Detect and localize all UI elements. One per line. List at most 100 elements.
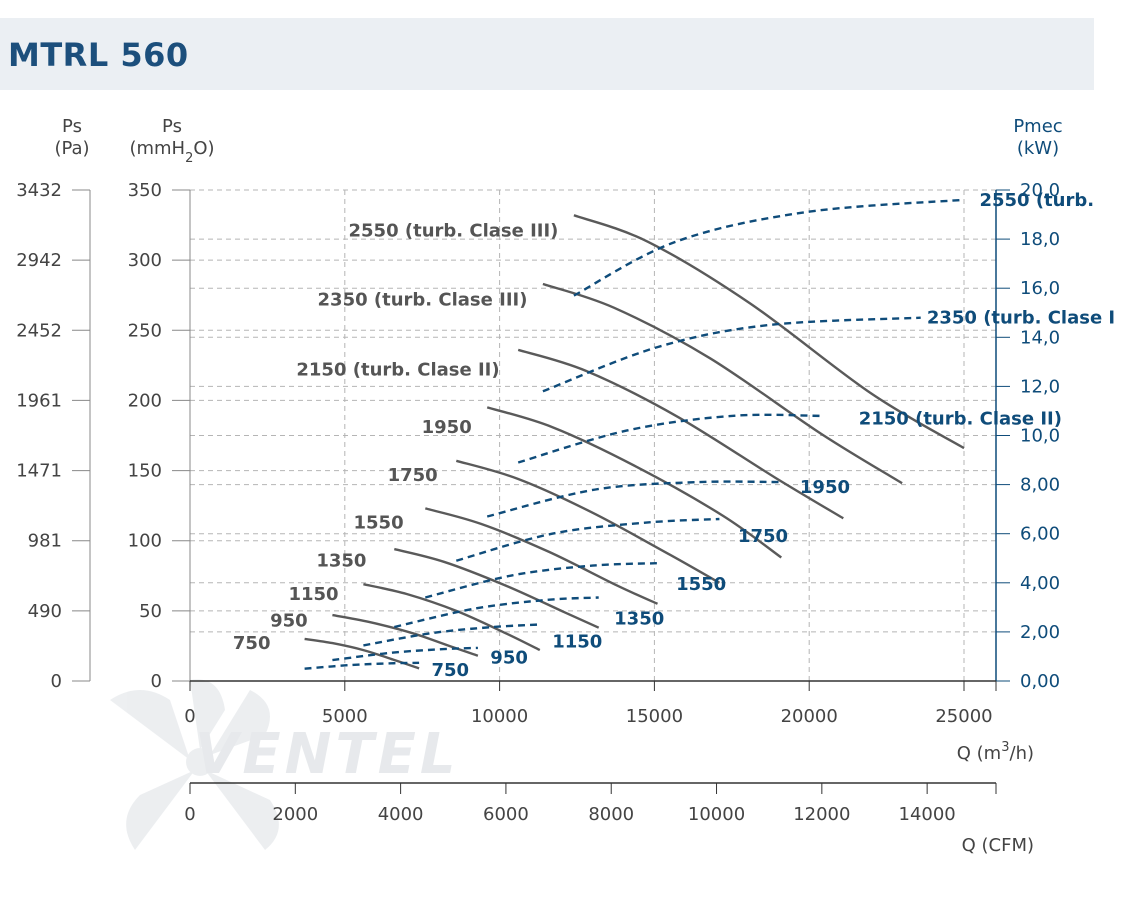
- mmh2o-title-a: (mmH: [129, 138, 185, 159]
- x-m3h-title-a: Q (m: [957, 743, 1001, 764]
- x-m3h-tick-label: 0: [184, 706, 195, 727]
- x-cfm-tick-label: 2000: [272, 804, 318, 825]
- pressure-curve-label: 2550 (turb. Clase III): [349, 221, 559, 242]
- pa-axis-title-line1: Ps: [62, 116, 82, 137]
- x-cfm-tick-label: 0: [184, 804, 195, 825]
- pmec-tick-label: 6,00: [1020, 524, 1060, 545]
- x-cfm-axis-title: Q (CFM): [962, 835, 1034, 856]
- power-curve: [332, 646, 478, 662]
- pa-tick-label: 490: [28, 601, 62, 622]
- pa-tick-label: 0: [51, 671, 62, 692]
- power-curve: [394, 596, 599, 629]
- mmh2o-axis-title-line1: Ps: [162, 116, 182, 137]
- logo-text: VENTEL: [195, 722, 460, 787]
- pa-tick-label: 1961: [16, 390, 62, 411]
- pressure-curve-label: 1350: [316, 550, 366, 571]
- pa-tick-label: 1471: [16, 461, 62, 482]
- power-curve: [425, 562, 658, 599]
- grid: [190, 189, 996, 681]
- x-m3h-tick-label: 5000: [322, 706, 368, 727]
- mmh2o-tick-label: 250: [128, 320, 162, 341]
- x-m3h-title-sup: 3: [1001, 740, 1009, 755]
- power-curve-label: 1150: [552, 632, 602, 653]
- x-m3h-tick-label: 15000: [626, 706, 683, 727]
- mmh2o-title-b: O): [193, 138, 214, 159]
- power-curve: [363, 623, 540, 647]
- mmh2o-tick-label: 350: [128, 180, 162, 201]
- pressure-curve-label: 1750: [388, 465, 438, 486]
- power-curve-label: 1350: [614, 608, 664, 629]
- power-curve: [486, 480, 782, 518]
- pmec-axis-title-line1: Pmec: [1013, 116, 1062, 137]
- pmec-tick-label: 8,00: [1020, 475, 1060, 496]
- pressure-curve: [573, 214, 965, 450]
- tick-labels: 0 490 981 1471 1961 2452 2942 3432 0 50 100 150 200 2…: [16, 180, 1060, 825]
- pressure-curve-label: 1550: [354, 512, 404, 533]
- power-curve: [455, 517, 720, 562]
- pressure-curve: [542, 282, 903, 485]
- x-m3h-axis-title: Q (m3/h): [957, 740, 1034, 764]
- chart-title: MTRL 560: [8, 36, 189, 74]
- mmh2o-tick-label: 0: [151, 671, 162, 692]
- pmec-tick-label: 18,0: [1020, 229, 1060, 250]
- mmh2o-tick-label: 100: [128, 531, 162, 552]
- pmec-axis-title-line2: (kW): [1017, 138, 1059, 159]
- power-curve-label: 950: [490, 648, 528, 669]
- power-curve: [573, 198, 965, 297]
- fan-icon: [110, 679, 279, 850]
- ventel-logo: VENTEL: [110, 679, 460, 850]
- pressure-curve-label: 2150 (turb. Clase II): [296, 360, 499, 381]
- pmec-tick-label: 14,0: [1020, 327, 1060, 348]
- pressure-curve: [363, 583, 541, 652]
- pa-tick-label: 981: [28, 531, 62, 552]
- power-curve: [304, 661, 420, 670]
- x-m3h-tick-label: 20000: [781, 706, 838, 727]
- pressure-curve: [486, 406, 782, 559]
- mmh2o-tick-label: 50: [139, 601, 162, 622]
- power-curve-label: 750: [431, 660, 469, 681]
- power-curve-label: 1950: [800, 477, 850, 498]
- pressure-curve: [517, 348, 844, 520]
- mmh2o-axis-title-line2: (mmH2O): [129, 138, 214, 166]
- pmec-tick-label: 12,0: [1020, 376, 1060, 397]
- pressure-curve: [424, 507, 658, 605]
- x-cfm-tick-label: 8000: [588, 804, 634, 825]
- axes: [72, 189, 1010, 794]
- power-curve: [542, 316, 921, 393]
- pmec-tick-label: 16,0: [1020, 278, 1060, 299]
- mmh2o-tick-label: 150: [128, 461, 162, 482]
- power-curve-label: 1550: [676, 574, 726, 595]
- mmh2o-tick-label: 200: [128, 390, 162, 411]
- mmh2o-title-sub: 2: [185, 151, 193, 166]
- pressure-curve: [394, 547, 600, 629]
- pa-tick-label: 3432: [16, 180, 62, 201]
- pressure-curve-label: 1950: [422, 417, 472, 438]
- x-cfm-tick-label: 14000: [899, 804, 956, 825]
- pmec-tick-label: 10,0: [1020, 426, 1060, 447]
- power-curve: [517, 413, 822, 464]
- pa-tick-label: 2942: [16, 250, 62, 271]
- pressure-curve-label: 750: [233, 633, 271, 654]
- mmh2o-tick-label: 300: [128, 250, 162, 271]
- pressure-curve-label: 950: [270, 611, 308, 632]
- pa-tick-label: 2452: [16, 320, 62, 341]
- x-m3h-title-b: /h): [1010, 743, 1035, 764]
- pressure-curve: [455, 459, 720, 584]
- x-cfm-tick-label: 4000: [378, 804, 424, 825]
- x-cfm-tick-label: 6000: [483, 804, 529, 825]
- x-cfm-tick-label: 10000: [688, 804, 745, 825]
- power-curve-label: 2550 (turb.: [979, 190, 1094, 211]
- power-curve-label: 2350 (turb. Clase I: [927, 308, 1115, 329]
- pa-axis-title-line2: (Pa): [54, 138, 89, 159]
- pressure-curve-label: 1150: [288, 584, 338, 605]
- power-curve-label: 1750: [738, 526, 788, 547]
- pmec-tick-label: 4,00: [1020, 573, 1060, 594]
- x-m3h-tick-label: 10000: [471, 706, 528, 727]
- pressure-curve-label: 2350 (turb. Clase III): [318, 289, 528, 310]
- pmec-tick-label: 20,0: [1020, 180, 1060, 201]
- power-curve-label: 2150 (turb. Clase II): [859, 408, 1062, 429]
- curves: [304, 198, 965, 670]
- pmec-tick-label: 0,00: [1020, 671, 1060, 692]
- x-cfm-tick-label: 12000: [793, 804, 850, 825]
